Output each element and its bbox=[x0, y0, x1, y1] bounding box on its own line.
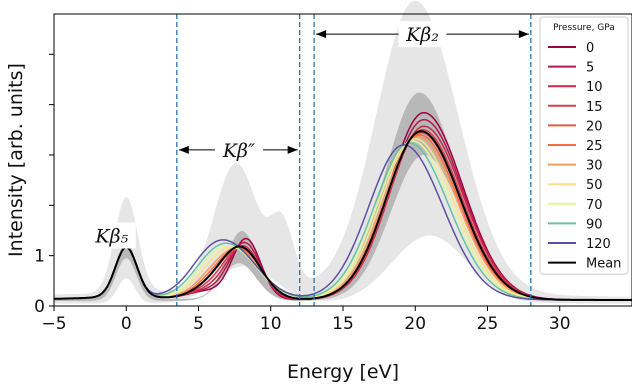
x-tick-label: 0 bbox=[121, 314, 132, 334]
legend-label-50: 50 bbox=[586, 178, 603, 193]
region-dividers bbox=[176, 14, 532, 306]
legend: Pressure, GPa 0 5 10 15 20 25 30 50 70 90 120 Mean bbox=[539, 16, 629, 275]
legend-label-0: 0 bbox=[586, 41, 594, 56]
x-axis: −5 0 5 10 15 20 25 30 bbox=[41, 306, 571, 334]
x-tick-label: 5 bbox=[193, 314, 204, 334]
legend-label-10: 10 bbox=[586, 80, 603, 95]
annotation-label-3: Kβ₂ bbox=[405, 24, 439, 46]
y-tick-label: 1 bbox=[34, 247, 45, 267]
legend-label-20: 20 bbox=[586, 119, 603, 134]
series-line-mean bbox=[54, 130, 632, 301]
legend-label-15: 15 bbox=[586, 100, 603, 115]
x-tick-label: 10 bbox=[260, 314, 282, 334]
x-tick-label: 15 bbox=[332, 314, 354, 334]
annotation-label-2: Kβ″ bbox=[222, 140, 255, 162]
legend-label-90: 90 bbox=[586, 217, 603, 232]
inner-band bbox=[54, 92, 632, 301]
arrow-head-left-2 bbox=[316, 30, 327, 39]
y-tick-label: 0 bbox=[34, 297, 45, 317]
x-tick-label: −5 bbox=[41, 314, 66, 334]
annotation-bg-1 bbox=[87, 222, 136, 249]
annotation-label-1: Kβ₅ bbox=[94, 226, 128, 248]
legend-label-70: 70 bbox=[586, 198, 603, 213]
series-lines bbox=[54, 111, 632, 301]
x-tick-label: 30 bbox=[549, 314, 571, 334]
x-tick-label: 20 bbox=[404, 314, 426, 334]
legend-label-5: 5 bbox=[586, 61, 594, 76]
legend-box bbox=[539, 16, 629, 275]
y-axis: 01 bbox=[34, 53, 54, 317]
peak-annotations: Kβ₅ Kβ″ Kβ₂ bbox=[87, 21, 447, 249]
annotation-bg-3 bbox=[398, 21, 447, 48]
legend-label-30: 30 bbox=[586, 159, 603, 174]
annotation-bg-2 bbox=[214, 136, 263, 163]
variance-bands bbox=[54, 0, 632, 304]
arrow-head-right-2 bbox=[518, 30, 529, 39]
legend-title: Pressure, GPa bbox=[553, 23, 615, 33]
legend-label-mean: Mean bbox=[586, 257, 621, 272]
arrow-head-right-1 bbox=[287, 145, 298, 154]
x-axis-title: Energy [eV] bbox=[287, 361, 399, 383]
region-arrows bbox=[178, 30, 529, 154]
x-tick-label: 25 bbox=[477, 314, 499, 334]
series-line-120 bbox=[54, 144, 632, 301]
legend-label-25: 25 bbox=[586, 139, 603, 154]
y-axis-title: Intensity [arb. units] bbox=[5, 63, 27, 257]
legend-label-120: 120 bbox=[586, 237, 611, 252]
outer-band bbox=[54, 0, 632, 304]
arrow-head-left-1 bbox=[178, 145, 189, 154]
